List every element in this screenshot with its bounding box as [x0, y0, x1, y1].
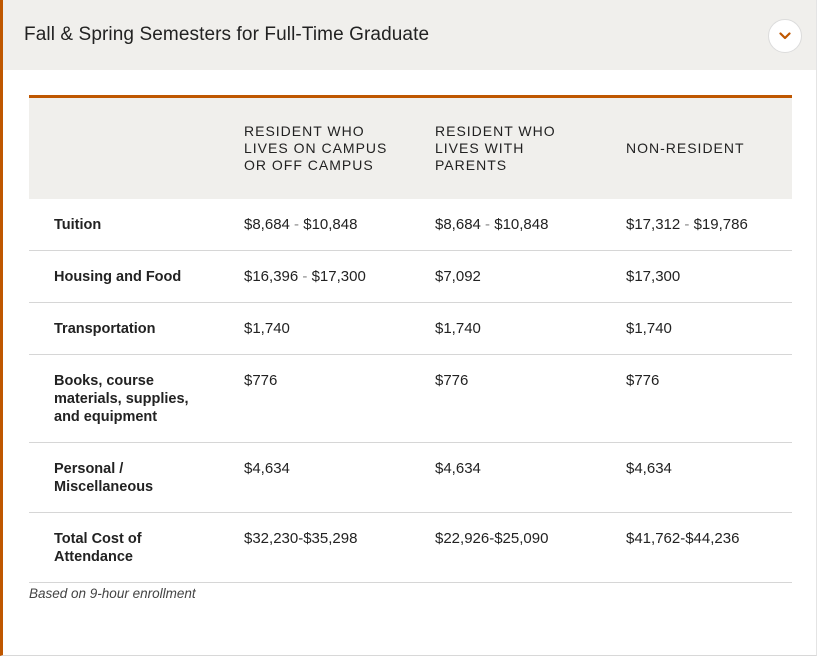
chevron-down-icon [779, 32, 791, 40]
cost-cell: $1,740 [435, 319, 481, 337]
cost-cell: $1,740 [244, 319, 290, 337]
table-row-total-cost: Total Cost of Attendance $32,230-$35,298 $… [29, 512, 792, 582]
cost-cell: $4,634 [435, 459, 481, 477]
cost-cell: $776 [435, 371, 469, 389]
cost-cell: $8,684 - $10,848 [435, 215, 549, 233]
cost-cell: $17,312 - $19,786 [626, 215, 748, 233]
header-empty [29, 97, 244, 199]
cost-cell: $7,092 [435, 267, 481, 285]
cost-cell: $22,926-$25,090 [435, 529, 549, 547]
table-header-row: RESIDENT WHO LIVES ON CAMPUS OR OFF CAMP… [29, 96, 792, 199]
cost-cell: $32,230-$35,298 [244, 529, 358, 547]
row-label: Housing and Food [54, 268, 182, 285]
accordion-toggle-button[interactable] [768, 19, 802, 53]
cost-table-wrapper: RESIDENT WHO LIVES ON CAMPUS OR OFF CAMP… [29, 95, 792, 583]
header-resident-campus: RESIDENT WHO LIVES ON CAMPUS OR OFF CAMP… [244, 122, 388, 173]
table-row-personal-misc: Personal / Miscellaneous $4,634 $4,634 $4,6… [29, 442, 792, 512]
accordion-header[interactable]: Fall & Spring Semesters for Full-Time Gr… [3, 0, 816, 70]
cost-cell: $8,684 - $10,848 [244, 215, 358, 233]
table-row-books-supplies: Books, course materials, supplies, and e… [29, 354, 792, 442]
cost-cell: $4,634 [626, 459, 672, 477]
row-label: Books, course materials, supplies, and e… [54, 372, 189, 425]
row-label: Tuition [54, 216, 102, 233]
cost-cell: $17,300 [626, 267, 681, 285]
table-row-tuition: Tuition $8,684 - $10,848 $8,684 - $10,848 $… [29, 199, 792, 250]
cost-cell: $4,634 [244, 459, 290, 477]
header-non-resident: NON-RESIDENT [626, 139, 745, 156]
cost-table: RESIDENT WHO LIVES ON CAMPUS OR OFF CAMP… [29, 95, 792, 583]
table-row-transportation: Transportation $1,740 $1,740 $1,740 [29, 302, 792, 354]
cost-cell: $16,396 - $17,300 [244, 267, 366, 285]
row-label: Transportation [54, 320, 156, 337]
row-label: Personal / Miscellaneous [54, 460, 154, 495]
cost-cell: $776 [626, 371, 660, 389]
enrollment-footnote: Based on 9-hour enrollment [29, 586, 196, 601]
row-label: Total Cost of Attendance [54, 530, 142, 565]
cost-cell: $41,762-$44,236 [626, 529, 740, 547]
cost-cell: $776 [244, 371, 278, 389]
table-row-housing-and-food: Housing and Food $16,396 - $17,300 $7,092 $… [29, 250, 792, 302]
cost-cell: $1,740 [626, 319, 672, 337]
accordion-title: Fall & Spring Semesters for Full-Time Gr… [24, 24, 430, 45]
header-resident-parents: RESIDENT WHO LIVES WITH PARENTS [435, 122, 556, 173]
